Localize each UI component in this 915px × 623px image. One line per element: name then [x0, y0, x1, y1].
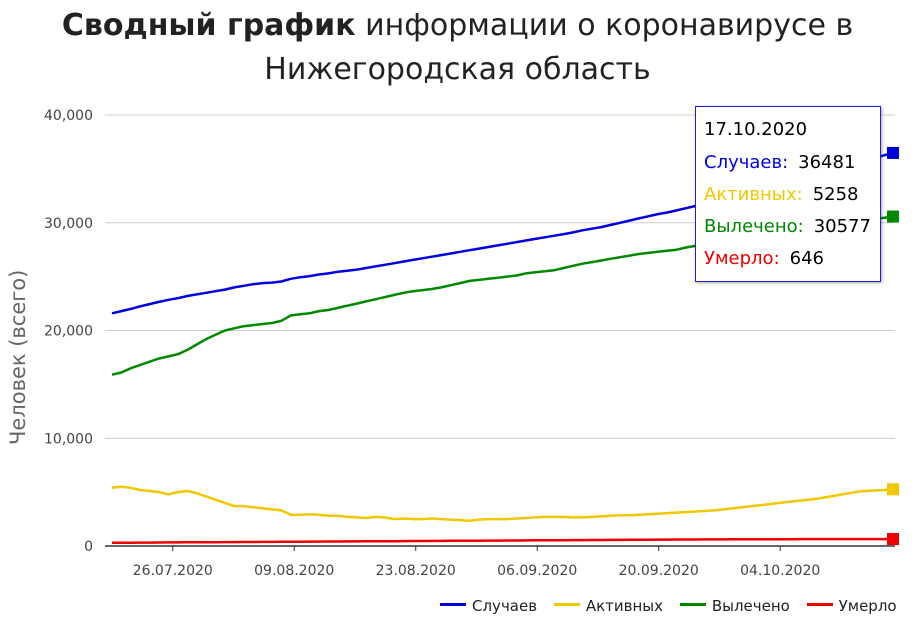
- series-line: [111, 485, 894, 522]
- y-tick-label: 20,000: [44, 324, 93, 340]
- legend-label-active: Активных: [585, 597, 664, 615]
- series-end-marker: [887, 483, 899, 496]
- y-tick-label: 30,000: [44, 216, 93, 232]
- y-axis-label: Человек (всего): [6, 269, 30, 445]
- chart-title-bold: Сводный график: [61, 8, 356, 43]
- series-line: [111, 537, 894, 545]
- tooltip-value-deaths: 646: [789, 248, 824, 269]
- legend-item-cases[interactable]: Случаев: [440, 597, 537, 615]
- tooltip-label-cases: Случаев:: [704, 152, 789, 173]
- legend-item-active[interactable]: Активных: [553, 597, 664, 615]
- chart-title-rest: информации о коронавирусе в Нижегородска…: [264, 8, 854, 87]
- x-tick-label: 23.08.2020: [376, 563, 456, 579]
- x-tick-label: 09.08.2020: [254, 563, 334, 579]
- legend-item-recovered[interactable]: Вылечено: [679, 597, 790, 615]
- chart-title: Сводный график информации о коронавирусе…: [0, 4, 915, 92]
- tooltip-value-recovered: 30577: [813, 216, 871, 237]
- tooltip-row-active: Активных: 5258: [704, 184, 859, 205]
- legend-swatch-cases: [440, 603, 466, 606]
- tooltip-label-active: Активных:: [704, 184, 803, 205]
- y-tick-label: 10,000: [44, 431, 93, 447]
- tooltip-label-recovered: Вылечено:: [704, 216, 804, 237]
- x-tick-label: 26.07.2020: [133, 563, 213, 579]
- chart-legend: Случаев Активных Вылечено Умерло: [440, 597, 909, 615]
- data-tooltip: 17.10.2020 Случаев: 36481 Активных: 5258 В…: [695, 106, 881, 282]
- series-end-marker: [887, 210, 899, 223]
- legend-label-recovered: Вылечено: [711, 597, 790, 615]
- tooltip-date: 17.10.2020: [704, 119, 808, 140]
- legend-swatch-active: [553, 603, 580, 606]
- series-end-marker: [887, 533, 899, 546]
- x-tick-label: 04.10.2020: [740, 563, 820, 579]
- x-tick-label: 06.09.2020: [497, 563, 577, 579]
- tooltip-row-cases: Случаев: 36481: [704, 152, 855, 173]
- legend-label-cases: Случаев: [472, 597, 538, 615]
- series-end-marker: [887, 146, 899, 159]
- legend-item-deaths[interactable]: Умерло: [806, 597, 897, 615]
- legend-swatch-deaths: [806, 603, 833, 606]
- y-tick-label: 40,000: [44, 108, 93, 124]
- tooltip-value-active: 5258: [812, 184, 859, 205]
- legend-label-deaths: Умерло: [838, 597, 897, 615]
- y-tick-label: 0: [84, 539, 93, 555]
- legend-swatch-recovered: [679, 603, 706, 606]
- tooltip-row-deaths: Умерло: 646: [704, 248, 824, 269]
- x-tick-label: 20.09.2020: [619, 563, 699, 579]
- tooltip-value-cases: 36481: [798, 152, 856, 173]
- tooltip-label-deaths: Умерло:: [704, 248, 780, 269]
- tooltip-row-recovered: Вылечено: 30577: [704, 216, 871, 237]
